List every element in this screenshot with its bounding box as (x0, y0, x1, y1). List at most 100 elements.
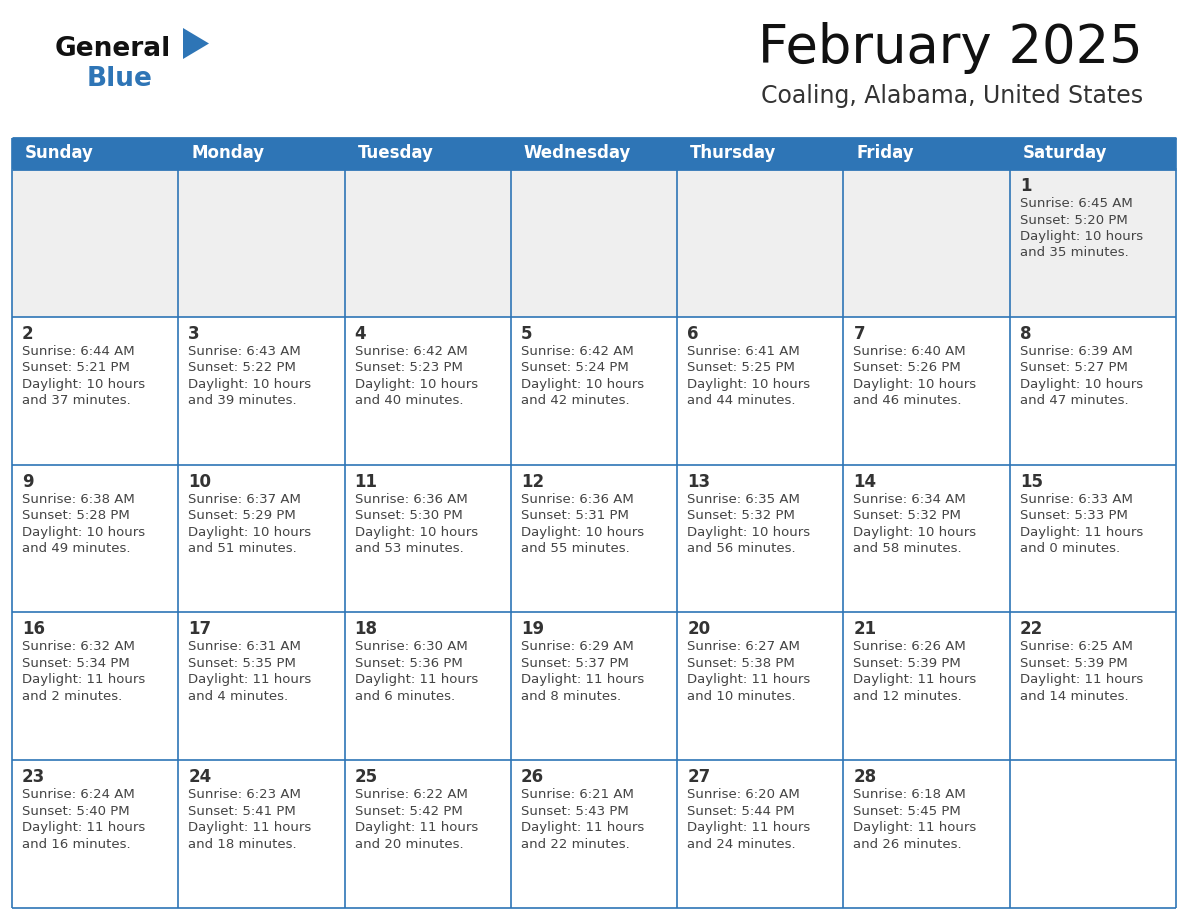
Bar (178, 612, 345, 760)
Text: Sunrise: 6:39 AM: Sunrise: 6:39 AM (1019, 345, 1132, 358)
Text: 21: 21 (853, 621, 877, 638)
Text: Sunset: 5:34 PM: Sunset: 5:34 PM (23, 657, 129, 670)
Text: Daylight: 11 hours: Daylight: 11 hours (1019, 674, 1143, 687)
Text: Sunrise: 6:20 AM: Sunrise: 6:20 AM (687, 789, 800, 801)
Text: Sunrise: 6:36 AM: Sunrise: 6:36 AM (354, 493, 467, 506)
Text: Sunrise: 6:33 AM: Sunrise: 6:33 AM (1019, 493, 1132, 506)
Bar (12, 465, 178, 612)
Bar (1010, 760, 1176, 908)
Text: Sunset: 5:29 PM: Sunset: 5:29 PM (188, 509, 296, 522)
Text: Daylight: 11 hours: Daylight: 11 hours (853, 674, 977, 687)
Text: Sunrise: 6:25 AM: Sunrise: 6:25 AM (1019, 641, 1132, 654)
Text: Sunset: 5:20 PM: Sunset: 5:20 PM (1019, 214, 1127, 227)
Text: 24: 24 (188, 768, 211, 786)
Text: Daylight: 10 hours: Daylight: 10 hours (687, 378, 810, 391)
Bar (843, 169, 1010, 317)
Text: General: General (55, 36, 171, 62)
Text: Sunrise: 6:45 AM: Sunrise: 6:45 AM (1019, 197, 1132, 210)
Bar (178, 169, 345, 317)
Text: and 35 minutes.: and 35 minutes. (1019, 247, 1129, 260)
Bar (1010, 138, 1176, 169)
Text: and 16 minutes.: and 16 minutes. (23, 838, 131, 851)
Text: 26: 26 (520, 768, 544, 786)
Text: Sunrise: 6:23 AM: Sunrise: 6:23 AM (188, 789, 302, 801)
Bar (345, 317, 511, 465)
Text: 20: 20 (687, 621, 710, 638)
Text: Sunrise: 6:40 AM: Sunrise: 6:40 AM (853, 345, 966, 358)
Bar (1010, 169, 1176, 317)
Text: Sunset: 5:31 PM: Sunset: 5:31 PM (520, 509, 628, 522)
Bar (677, 760, 843, 908)
Bar (677, 612, 843, 760)
Text: and 49 minutes.: and 49 minutes. (23, 543, 131, 555)
Text: Daylight: 11 hours: Daylight: 11 hours (354, 674, 478, 687)
Text: Daylight: 10 hours: Daylight: 10 hours (354, 526, 478, 539)
Text: Sunset: 5:26 PM: Sunset: 5:26 PM (853, 362, 961, 375)
Text: 8: 8 (1019, 325, 1031, 342)
Text: Daylight: 11 hours: Daylight: 11 hours (520, 822, 644, 834)
Text: and 37 minutes.: and 37 minutes. (23, 395, 131, 408)
Text: 27: 27 (687, 768, 710, 786)
Text: Monday: Monday (191, 144, 265, 162)
Bar (12, 612, 178, 760)
Text: 15: 15 (1019, 473, 1043, 490)
Text: and 20 minutes.: and 20 minutes. (354, 838, 463, 851)
Text: Sunrise: 6:42 AM: Sunrise: 6:42 AM (354, 345, 467, 358)
Text: Sunrise: 6:35 AM: Sunrise: 6:35 AM (687, 493, 800, 506)
Bar (511, 612, 677, 760)
Text: Daylight: 11 hours: Daylight: 11 hours (23, 674, 145, 687)
Text: Blue: Blue (87, 66, 153, 92)
Bar (345, 760, 511, 908)
Text: 4: 4 (354, 325, 366, 342)
Text: 23: 23 (23, 768, 45, 786)
Text: Daylight: 10 hours: Daylight: 10 hours (520, 378, 644, 391)
Text: and 42 minutes.: and 42 minutes. (520, 395, 630, 408)
Bar (843, 317, 1010, 465)
Bar (677, 317, 843, 465)
Text: Daylight: 10 hours: Daylight: 10 hours (520, 526, 644, 539)
Text: Sunrise: 6:43 AM: Sunrise: 6:43 AM (188, 345, 301, 358)
Text: 1: 1 (1019, 177, 1031, 195)
Text: and 12 minutes.: and 12 minutes. (853, 690, 962, 703)
Bar (12, 138, 178, 169)
Bar (12, 760, 178, 908)
Text: Sunset: 5:38 PM: Sunset: 5:38 PM (687, 657, 795, 670)
Text: Sunrise: 6:18 AM: Sunrise: 6:18 AM (853, 789, 966, 801)
Text: Sunset: 5:35 PM: Sunset: 5:35 PM (188, 657, 296, 670)
Text: 28: 28 (853, 768, 877, 786)
Text: and 10 minutes.: and 10 minutes. (687, 690, 796, 703)
Text: Tuesday: Tuesday (358, 144, 434, 162)
Text: Daylight: 11 hours: Daylight: 11 hours (853, 822, 977, 834)
Text: Wednesday: Wednesday (524, 144, 631, 162)
Text: and 22 minutes.: and 22 minutes. (520, 838, 630, 851)
Text: 12: 12 (520, 473, 544, 490)
Bar (178, 138, 345, 169)
Bar (677, 465, 843, 612)
Text: and 2 minutes.: and 2 minutes. (23, 690, 122, 703)
Bar (178, 317, 345, 465)
Bar (511, 169, 677, 317)
Bar (511, 138, 677, 169)
Text: and 44 minutes.: and 44 minutes. (687, 395, 796, 408)
Text: and 8 minutes.: and 8 minutes. (520, 690, 621, 703)
Text: Sunset: 5:43 PM: Sunset: 5:43 PM (520, 805, 628, 818)
Text: February 2025: February 2025 (758, 22, 1143, 74)
Text: and 53 minutes.: and 53 minutes. (354, 543, 463, 555)
Text: Sunrise: 6:27 AM: Sunrise: 6:27 AM (687, 641, 800, 654)
Text: Sunset: 5:36 PM: Sunset: 5:36 PM (354, 657, 462, 670)
Text: and 55 minutes.: and 55 minutes. (520, 543, 630, 555)
Text: Sunrise: 6:32 AM: Sunrise: 6:32 AM (23, 641, 135, 654)
Text: Daylight: 11 hours: Daylight: 11 hours (1019, 526, 1143, 539)
Text: Sunset: 5:42 PM: Sunset: 5:42 PM (354, 805, 462, 818)
Text: 10: 10 (188, 473, 211, 490)
Text: Saturday: Saturday (1023, 144, 1107, 162)
Text: and 46 minutes.: and 46 minutes. (853, 395, 962, 408)
Text: Daylight: 10 hours: Daylight: 10 hours (354, 378, 478, 391)
Text: and 18 minutes.: and 18 minutes. (188, 838, 297, 851)
Text: Daylight: 11 hours: Daylight: 11 hours (687, 674, 810, 687)
Text: Sunset: 5:28 PM: Sunset: 5:28 PM (23, 509, 129, 522)
Bar (345, 612, 511, 760)
Bar (178, 465, 345, 612)
Text: Sunset: 5:45 PM: Sunset: 5:45 PM (853, 805, 961, 818)
Text: Sunset: 5:33 PM: Sunset: 5:33 PM (1019, 509, 1127, 522)
